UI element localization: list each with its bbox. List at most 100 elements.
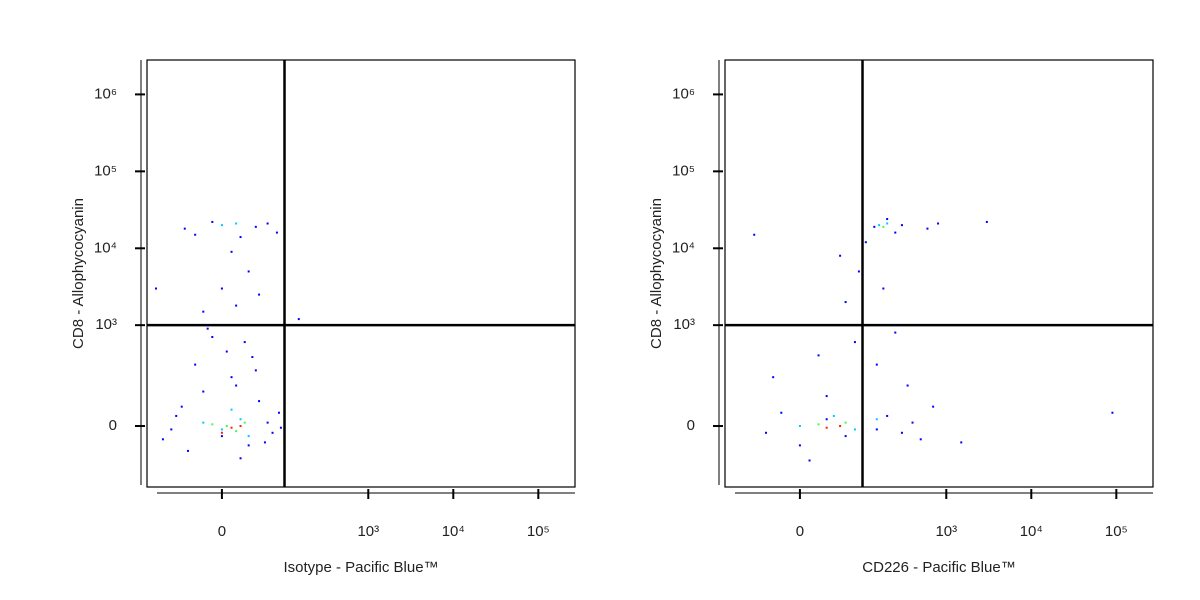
event-dot — [875, 363, 878, 366]
event-dot — [844, 421, 847, 424]
event-dot — [864, 241, 867, 244]
x-tick-label: 10⁴ — [1020, 523, 1043, 540]
event-dot — [271, 431, 274, 434]
event-dot — [753, 233, 756, 236]
event-dot — [202, 310, 205, 313]
event-dot — [239, 236, 242, 239]
event-dot — [247, 270, 250, 273]
event-dot — [853, 428, 856, 431]
plot-frame — [146, 59, 576, 488]
event-dot — [817, 354, 820, 357]
event-dot — [155, 287, 158, 290]
event-dot — [235, 430, 238, 433]
event-dot — [230, 426, 233, 429]
x-tick-label: 10⁴ — [442, 523, 465, 540]
event-dot — [220, 431, 223, 434]
event-dot — [235, 304, 238, 307]
y-axis-label: CD8 - Allophycocyanin — [648, 198, 665, 349]
event-dot — [239, 425, 242, 428]
event-dot — [894, 331, 897, 334]
event-dot — [937, 222, 940, 225]
event-dot — [839, 425, 842, 428]
event-dot — [220, 428, 223, 431]
event-dot — [875, 428, 878, 431]
event-dot — [225, 425, 228, 428]
event-dot — [765, 431, 768, 434]
event-dot — [277, 411, 280, 414]
event-dot — [243, 341, 246, 344]
event-dot — [220, 435, 223, 438]
event-dot — [798, 425, 801, 428]
event-dot — [780, 411, 783, 414]
event-dot — [825, 395, 828, 398]
x-axis-label: Isotype - Pacific Blue™ — [283, 559, 438, 576]
x-tick-label: 10³ — [935, 523, 957, 540]
event-dot — [853, 341, 856, 344]
event-dot — [825, 426, 828, 429]
event-dot — [919, 438, 922, 441]
x-tick-label: 10⁵ — [527, 523, 550, 540]
event-dot — [900, 431, 903, 434]
y-tick-label: 10³ — [673, 316, 695, 333]
y-tick-label: 10⁴ — [94, 239, 117, 256]
event-dot — [886, 218, 889, 221]
event-dot — [832, 414, 835, 417]
event-dot — [161, 438, 164, 441]
event-dot — [206, 327, 209, 330]
event-dot — [857, 270, 860, 273]
event-dot — [180, 405, 183, 408]
event-dot — [220, 224, 223, 227]
event-dot — [279, 426, 282, 429]
event-dot — [187, 449, 190, 452]
event-dot — [886, 222, 889, 225]
event-dot — [825, 418, 828, 421]
event-dot — [258, 400, 261, 403]
event-dot — [875, 418, 878, 421]
event-dot — [817, 423, 820, 426]
event-dot — [894, 231, 897, 234]
x-tick-label: 0 — [796, 523, 804, 540]
event-dot — [254, 225, 257, 228]
y-tick-label: 10⁵ — [94, 162, 117, 179]
y-tick-label: 10⁵ — [672, 162, 695, 179]
event-dot — [202, 421, 205, 424]
event-dot — [251, 356, 254, 359]
event-dot — [247, 435, 250, 438]
x-tick-label: 10³ — [357, 523, 379, 540]
event-dot — [225, 350, 228, 353]
event-dot — [239, 457, 242, 460]
event-dot — [906, 384, 909, 387]
event-dot — [882, 225, 885, 228]
y-tick-label: 10⁴ — [672, 239, 695, 256]
plot-frame — [724, 59, 1154, 488]
event-dot — [254, 369, 257, 372]
event-dot — [297, 318, 300, 321]
event-dot — [243, 421, 246, 424]
event-dot — [275, 231, 278, 234]
event-dot — [873, 225, 876, 228]
event-dot — [170, 428, 173, 431]
y-tick-label: 0 — [687, 417, 695, 434]
event-dot — [211, 423, 214, 426]
event-dot — [211, 220, 214, 223]
x-tick-label: 0 — [218, 523, 226, 540]
event-dot — [886, 414, 889, 417]
y-tick-label: 10⁶ — [672, 85, 695, 102]
event-dot — [844, 435, 847, 438]
event-dot — [878, 224, 881, 227]
event-dot — [839, 254, 842, 257]
event-dot — [882, 287, 885, 290]
event-dot — [266, 421, 269, 424]
y-tick-label: 10⁶ — [94, 85, 117, 102]
event-dot — [1111, 411, 1114, 414]
event-dot — [932, 405, 935, 408]
event-dot — [230, 408, 233, 411]
x-tick-label: 10⁵ — [1105, 523, 1128, 540]
event-dot — [263, 441, 266, 444]
event-dot — [194, 233, 197, 236]
event-dot — [202, 390, 205, 393]
event-dot — [183, 227, 186, 230]
event-dot — [211, 335, 214, 338]
event-dot — [960, 441, 963, 444]
